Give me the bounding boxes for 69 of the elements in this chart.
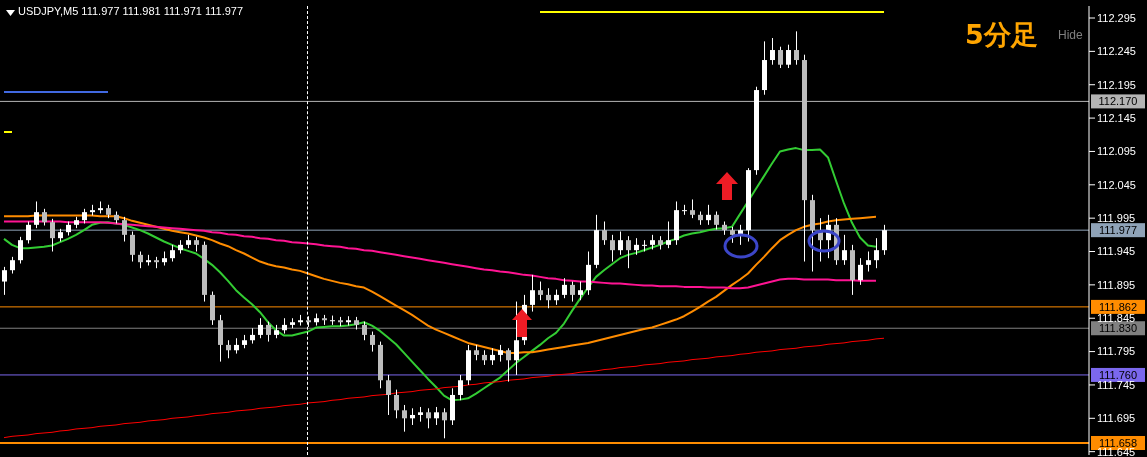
candlestick: [26, 220, 31, 245]
candlestick: [394, 389, 399, 419]
candlestick: [858, 257, 863, 286]
candlestick: [506, 347, 511, 383]
line-series: [3, 337, 885, 439]
y-tick-label: 111.995: [1097, 212, 1136, 225]
y-tick-label: 111.745: [1097, 378, 1136, 391]
candlestick: [570, 281, 575, 303]
candlestick: [546, 287, 551, 309]
y-tick-label: 111.795: [1097, 345, 1136, 358]
candlestick: [434, 406, 439, 426]
candlestick: [426, 407, 431, 429]
ref-line-label: 111.760: [1098, 368, 1138, 381]
candlestick: [18, 236, 23, 265]
y-tick-label: 111.895: [1097, 278, 1136, 291]
candlestick: [514, 301, 519, 376]
candlestick: [34, 200, 39, 229]
text: 5分足: [965, 18, 1038, 52]
candlestick: [794, 30, 799, 66]
candlestick: [866, 251, 871, 273]
candlestick: [266, 321, 271, 343]
candlestick: [682, 204, 687, 216]
candlestick: [618, 231, 623, 256]
y-tick-label: 112.295: [1097, 11, 1136, 24]
candlestick: [130, 231, 135, 263]
candlestick: [874, 237, 879, 269]
candlestick: [706, 204, 711, 226]
y-tick-label: 112.045: [1097, 178, 1136, 191]
y-tick-label: 111.695: [1097, 412, 1136, 425]
candlestick: [50, 218, 55, 253]
ref-line-label: 112.170: [1098, 95, 1138, 108]
ref-line-label: 111.977: [1098, 224, 1138, 237]
candlestick: [122, 216, 127, 243]
line-series: [3, 147, 877, 402]
candlestick: [530, 274, 535, 313]
candlestick: [386, 374, 391, 416]
candlestick: [770, 37, 775, 66]
chart-title: USDJPY,M5 111.977 111.981 111.971 111.977: [18, 5, 244, 17]
candlestick: [538, 281, 543, 301]
candlestick: [442, 407, 447, 439]
candlestick: [226, 339, 231, 359]
y-tick-label: 112.145: [1097, 111, 1136, 124]
ref-line-label: 111.862: [1098, 300, 1138, 313]
y-tick-label: 111.945: [1097, 245, 1136, 258]
candlestick: [362, 321, 367, 341]
candlestick: [402, 404, 407, 433]
text: Hide: [1058, 28, 1083, 42]
candlestick: [778, 46, 783, 69]
candlestick: [458, 374, 463, 401]
candlestick: [642, 239, 647, 253]
candlestick: [690, 198, 695, 219]
y-tick-label: 112.095: [1097, 145, 1136, 158]
candlestick: [602, 220, 607, 246]
candlestick: [370, 331, 375, 353]
ref-line-label: 111.830: [1098, 322, 1138, 335]
candlestick: [562, 277, 567, 299]
candlestick: [882, 224, 887, 256]
y-tick-label: 112.245: [1097, 45, 1136, 58]
y-tick-label: 112.195: [1097, 78, 1136, 91]
candlestick: [786, 44, 791, 69]
candlestick: [714, 210, 719, 230]
candlestick: [610, 234, 615, 263]
candlestick: [666, 220, 671, 249]
candlestick: [578, 281, 583, 301]
candlestick: [2, 266, 7, 296]
candlestick: [258, 317, 263, 339]
candlestick: [842, 234, 847, 266]
candlestick: [626, 235, 631, 269]
y-tick-label: 111.845: [1097, 312, 1136, 325]
